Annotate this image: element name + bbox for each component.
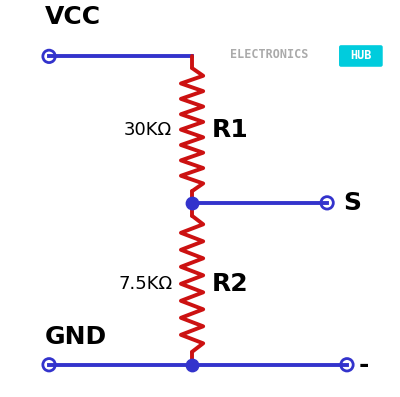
Text: ELECTRONICS: ELECTRONICS bbox=[230, 48, 308, 61]
Point bbox=[324, 200, 330, 206]
Point bbox=[344, 362, 350, 368]
Text: GND: GND bbox=[45, 326, 107, 349]
Text: VCC: VCC bbox=[45, 6, 101, 29]
Text: 7.5KΩ: 7.5KΩ bbox=[118, 275, 172, 293]
Text: R1: R1 bbox=[212, 118, 249, 142]
Text: -: - bbox=[359, 353, 369, 377]
Text: R2: R2 bbox=[212, 272, 248, 296]
FancyBboxPatch shape bbox=[339, 45, 383, 67]
Point bbox=[189, 200, 195, 206]
Point bbox=[46, 53, 52, 60]
Point bbox=[189, 362, 195, 368]
Text: HUB: HUB bbox=[350, 50, 372, 62]
Text: 30KΩ: 30KΩ bbox=[124, 121, 172, 139]
Point bbox=[46, 362, 52, 368]
Text: S: S bbox=[343, 191, 361, 215]
